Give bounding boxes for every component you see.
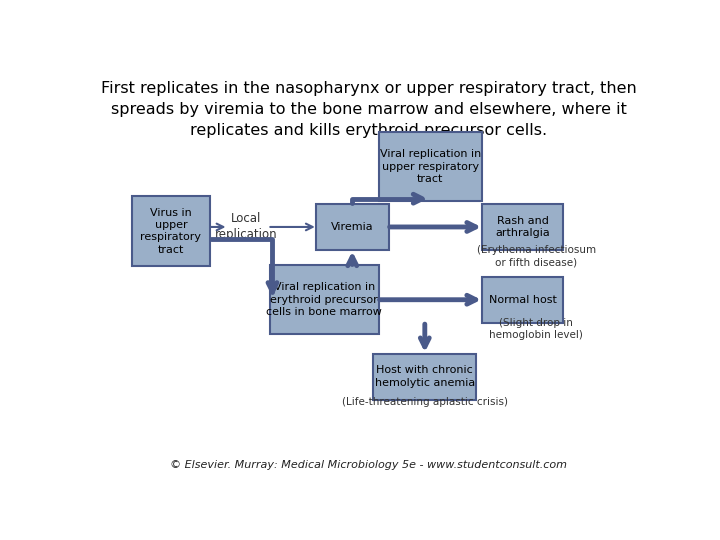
Text: Host with chronic
hemolytic anemia: Host with chronic hemolytic anemia bbox=[374, 366, 475, 388]
FancyBboxPatch shape bbox=[373, 354, 477, 400]
FancyBboxPatch shape bbox=[132, 196, 210, 266]
Text: (Erythema infectiosum
or fifth disease): (Erythema infectiosum or fifth disease) bbox=[477, 245, 596, 267]
Text: Local
replication: Local replication bbox=[215, 212, 277, 241]
FancyBboxPatch shape bbox=[482, 204, 563, 250]
FancyBboxPatch shape bbox=[270, 266, 379, 334]
Text: Rash and
arthralgia: Rash and arthralgia bbox=[495, 216, 550, 238]
Text: Normal host: Normal host bbox=[488, 295, 557, 305]
FancyBboxPatch shape bbox=[379, 132, 482, 201]
Text: © Elsevier. Murray: Medical Microbiology 5e - www.studentconsult.com: © Elsevier. Murray: Medical Microbiology… bbox=[171, 460, 567, 470]
Text: Viral replication in
erythroid precursor
cells in bone marrow: Viral replication in erythroid precursor… bbox=[266, 282, 382, 317]
Text: (Life-threatening aplastic crisis): (Life-threatening aplastic crisis) bbox=[342, 397, 508, 407]
FancyBboxPatch shape bbox=[482, 277, 563, 322]
FancyBboxPatch shape bbox=[316, 204, 389, 250]
Text: First replicates in the nasopharynx or upper respiratory tract, then
spreads by : First replicates in the nasopharynx or u… bbox=[101, 82, 637, 138]
Text: Virus in
upper
respiratory
tract: Virus in upper respiratory tract bbox=[140, 207, 202, 255]
Text: (Slight drop in
hemoglobin level): (Slight drop in hemoglobin level) bbox=[490, 318, 583, 340]
Text: Viral replication in
upper respiratory
tract: Viral replication in upper respiratory t… bbox=[379, 149, 481, 184]
Text: Viremia: Viremia bbox=[331, 222, 374, 232]
